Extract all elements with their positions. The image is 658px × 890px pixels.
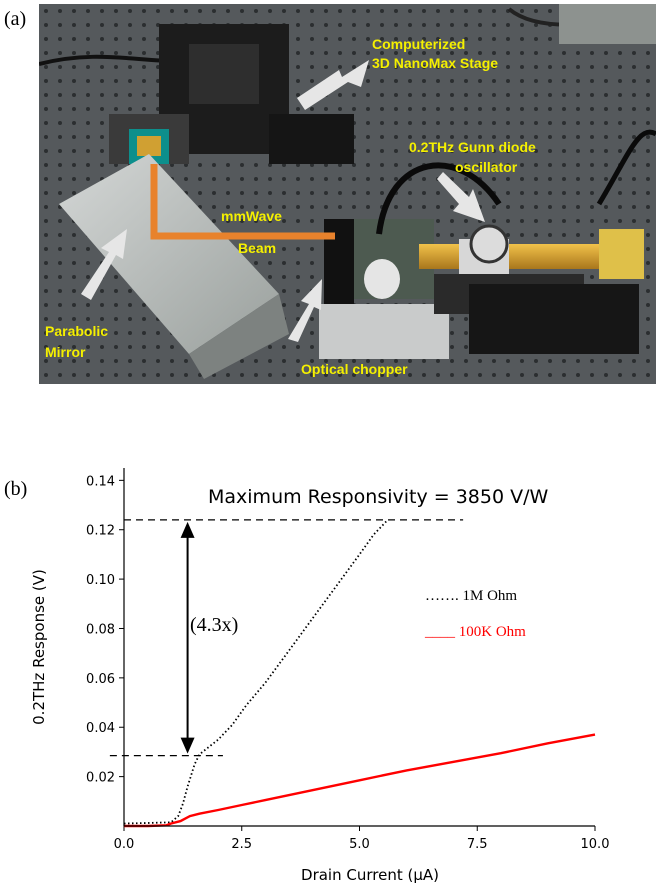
chopper-arrow xyxy=(288,279,322,342)
series-line-1m-ohm xyxy=(123,519,389,825)
y-tick-label: 0.10 xyxy=(86,573,115,588)
panel-a-label: (a) xyxy=(4,8,27,30)
mmwave-beam-line xyxy=(150,164,335,240)
gunn-arrow xyxy=(437,172,485,222)
parabolic-mirror xyxy=(59,154,279,354)
stage-label-line2: 3D NanoMax Stage xyxy=(372,55,498,71)
mirror-label-line1: Parabolic xyxy=(45,323,108,339)
x-tick-label: 10.0 xyxy=(581,837,610,852)
beam-label-line1: mmWave xyxy=(221,208,282,224)
mirror-label-line2: Mirror xyxy=(45,344,86,360)
legend-series-2: ____ 100K Ohm xyxy=(424,624,526,640)
gunn-label-line2: oscillator xyxy=(455,159,518,175)
gunn-oscillator xyxy=(419,224,644,354)
x-axis-label: Drain Current (μA) xyxy=(301,866,439,884)
x-tick-label: 7.5 xyxy=(467,837,488,852)
instrument-box xyxy=(559,4,656,44)
x-tick-label: 2.5 xyxy=(231,837,252,852)
panel-b-label: (b) xyxy=(4,478,28,500)
ratio-arrow-head-down xyxy=(180,737,195,754)
y-tick-label: 0.06 xyxy=(86,672,115,687)
y-tick-label: 0.02 xyxy=(86,771,115,786)
stage-label-line1: Computerized xyxy=(372,36,465,52)
chopper-label: Optical chopper xyxy=(301,361,408,377)
stage-arrow xyxy=(297,60,369,110)
setup-photo: Computerized 3D NanoMax Stage 0.2THz Gun… xyxy=(39,4,656,384)
y-tick-label: 0.12 xyxy=(86,524,115,539)
gunn-label-line1: 0.2THz Gunn diode xyxy=(409,139,536,155)
series-line-100k-ohm xyxy=(124,733,596,828)
y-tick-label: 0.04 xyxy=(86,721,115,736)
y-axis-label: 0.2THz Response (V) xyxy=(30,569,48,725)
ratio-arrow-head-up xyxy=(180,521,195,538)
headline: Maximum Responsivity = 3850 V/W xyxy=(208,486,549,508)
x-tick-label: 5.0 xyxy=(349,837,370,852)
y-tick-label: 0.14 xyxy=(86,474,115,489)
response-chart: 0.0 2.5 5.0 7.5 10.0 0.02 0.04 0.06 0.08 0.10 0.12… xyxy=(30,468,610,884)
beam-label-line2: Beam xyxy=(238,240,276,256)
y-tick-label: 0.08 xyxy=(86,622,115,637)
x-tick-label: 0.0 xyxy=(114,837,135,852)
legend-series-1: ……. 1M Ohm xyxy=(425,588,517,604)
mirror-arrow xyxy=(81,229,127,300)
ratio-label: (4.3x) xyxy=(190,614,238,636)
